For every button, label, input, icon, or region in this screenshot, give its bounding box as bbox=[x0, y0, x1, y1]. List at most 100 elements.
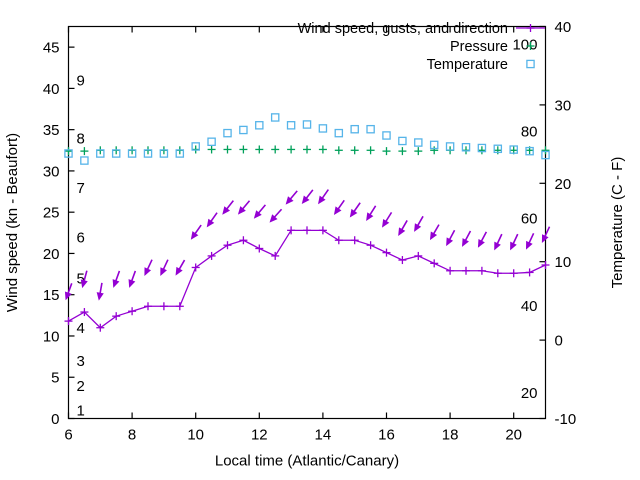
beaufort-label: 8 bbox=[77, 130, 85, 147]
temperature-point bbox=[143, 149, 153, 158]
wind-direction-arrow bbox=[333, 199, 345, 216]
temperature-point bbox=[461, 142, 471, 152]
temperature-point bbox=[302, 120, 312, 129]
wind-direction-arrow bbox=[206, 212, 218, 228]
x-axis-tick-label: 16 bbox=[378, 427, 395, 444]
wind-direction-arrow bbox=[301, 189, 314, 205]
x-axis-title: Local time (Atlantic/Canary) bbox=[215, 453, 399, 470]
temperature-point bbox=[80, 156, 89, 165]
wind-direction-arrow bbox=[318, 189, 330, 205]
wind-direction-arrow bbox=[477, 231, 488, 248]
fahrenheit-label: 20 bbox=[521, 385, 538, 402]
y-axis-tick-label: 20 bbox=[43, 246, 60, 263]
temperature-point bbox=[270, 113, 280, 122]
wind-direction-arrow bbox=[398, 220, 408, 237]
y-axis-title: Wind speed (kn - Beaufort) bbox=[4, 133, 21, 312]
y-axis-tick-label: 30 bbox=[43, 163, 60, 180]
beaufort-label: 4 bbox=[77, 320, 85, 337]
wind-direction-arrow bbox=[128, 270, 137, 288]
legend-label: Wind speed, gusts, and direction bbox=[298, 21, 508, 37]
temperature-point bbox=[96, 149, 105, 158]
temperature-point bbox=[477, 143, 487, 153]
temperature-point bbox=[414, 138, 423, 147]
beaufort-label: 1 bbox=[77, 403, 85, 420]
wind-direction-arrow bbox=[175, 259, 186, 276]
temperature-point bbox=[429, 140, 439, 150]
beaufort-label: 7 bbox=[77, 180, 85, 197]
legend-label: Temperature bbox=[427, 57, 508, 73]
y-axis-tick-label: 40 bbox=[43, 81, 60, 98]
temperature-point bbox=[286, 121, 296, 130]
wind-speed-line bbox=[68, 229, 546, 329]
wind-direction-arrow bbox=[269, 208, 283, 223]
temperature-point bbox=[159, 149, 169, 158]
temperature-point bbox=[525, 146, 534, 156]
x-axis-tick-label: 8 bbox=[128, 427, 136, 444]
legend-label: Pressure bbox=[450, 39, 508, 55]
x-axis-tick-label: 6 bbox=[64, 427, 72, 444]
wind-direction-arrow bbox=[253, 204, 267, 219]
temperature-point bbox=[64, 149, 73, 158]
wind-direction-arrow bbox=[190, 224, 202, 240]
x-axis-tick-label: 18 bbox=[442, 427, 459, 444]
wind-direction-arrow bbox=[64, 283, 73, 301]
fahrenheit-label: 40 bbox=[521, 298, 538, 315]
y-axis-tick-label: 5 bbox=[51, 370, 59, 387]
plot-border bbox=[67, 25, 547, 420]
y-axis-tick-label: 15 bbox=[43, 287, 60, 304]
temperature-point bbox=[398, 136, 407, 146]
temperature-point bbox=[509, 145, 518, 154]
beaufort-label: 9 bbox=[77, 73, 85, 90]
y2-axis-tick-label: 30 bbox=[555, 97, 572, 114]
temperature-point bbox=[334, 128, 344, 138]
wind-direction-arrow bbox=[366, 205, 377, 222]
temperature-point bbox=[127, 149, 137, 158]
wind-direction-arrow bbox=[494, 233, 503, 251]
temperature-point bbox=[366, 124, 375, 134]
x-axis-tick-label: 20 bbox=[505, 427, 522, 444]
temperature-point bbox=[175, 149, 185, 158]
legend-sample-marker bbox=[526, 59, 535, 69]
wind-direction-arrow bbox=[462, 230, 472, 247]
temperature-point bbox=[207, 137, 216, 146]
fahrenheit-label: 60 bbox=[521, 211, 538, 228]
temperature-point bbox=[255, 121, 264, 130]
wind-direction-arrow bbox=[510, 233, 519, 251]
wind-direction-arrow bbox=[446, 229, 456, 247]
temperature-point bbox=[382, 131, 391, 140]
temperature-point bbox=[350, 124, 359, 134]
wind-direction-arrow bbox=[381, 211, 393, 228]
y2-axis-tick-label: 20 bbox=[555, 176, 572, 193]
fahrenheit-label: 80 bbox=[521, 124, 538, 141]
wind-direction-arrow bbox=[285, 190, 298, 205]
y2-axis-tick-label: 0 bbox=[555, 333, 563, 350]
temperature-point bbox=[111, 149, 121, 158]
y-axis-tick-label: 25 bbox=[43, 205, 60, 222]
y2-axis-tick-label: 10 bbox=[555, 254, 572, 271]
beaufort-label: 6 bbox=[77, 229, 85, 246]
y2-axis-tick-label: -10 bbox=[555, 411, 577, 428]
temperature-point bbox=[318, 124, 328, 133]
y-axis-tick-label: 45 bbox=[43, 40, 60, 57]
wind-direction-arrow bbox=[144, 259, 153, 277]
wind-direction-arrow bbox=[429, 224, 440, 241]
wind-direction-arrow bbox=[237, 200, 251, 215]
y2-axis-title: Temperature (C - F) bbox=[609, 157, 626, 289]
fahrenheit-label: 100 bbox=[512, 36, 537, 53]
y-axis-tick-label: 10 bbox=[43, 328, 60, 345]
wind-direction-arrow bbox=[160, 259, 169, 277]
wind-direction-arrow bbox=[112, 270, 121, 288]
temperature-point bbox=[191, 142, 200, 151]
y-axis-tick-label: 35 bbox=[43, 122, 60, 139]
temperature-point bbox=[493, 144, 503, 154]
temperature-point bbox=[223, 128, 232, 138]
x-axis-tick-label: 14 bbox=[315, 427, 332, 444]
x-axis-tick-label: 10 bbox=[187, 427, 204, 444]
temperature-point bbox=[541, 150, 550, 160]
beaufort-label: 2 bbox=[77, 378, 85, 395]
wind-direction-arrow bbox=[80, 270, 88, 289]
wind-direction-arrow bbox=[349, 202, 361, 218]
wind-direction-arrow bbox=[526, 232, 535, 250]
